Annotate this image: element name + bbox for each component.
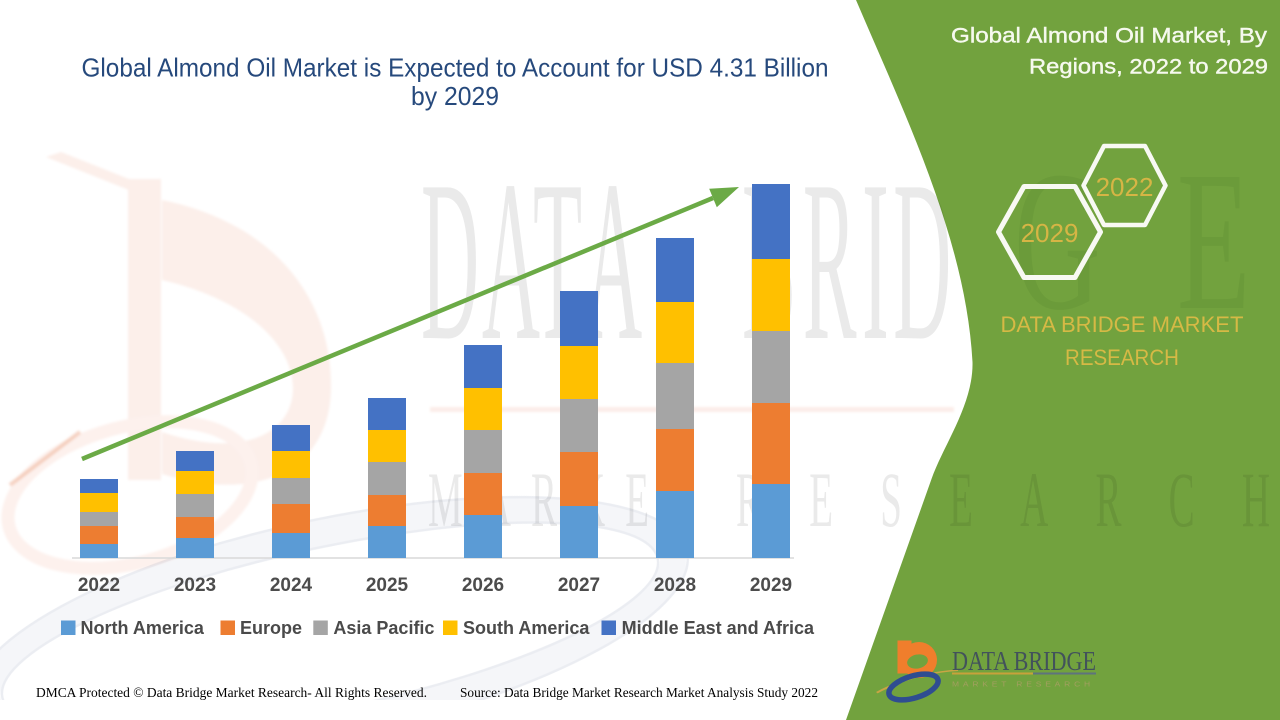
svg-text:2025: 2025 bbox=[366, 575, 409, 596]
svg-text:DMCA Protected © Data Bridge M: DMCA Protected © Data Bridge Market Rese… bbox=[36, 686, 427, 701]
svg-text:Middle East and Africa: Middle East and Africa bbox=[622, 618, 815, 638]
svg-text:2024: 2024 bbox=[270, 575, 313, 596]
svg-text:2029: 2029 bbox=[750, 575, 792, 596]
svg-text:E: E bbox=[1177, 130, 1250, 352]
svg-text:G: G bbox=[1014, 130, 1101, 352]
svg-text:North America: North America bbox=[81, 618, 205, 638]
svg-text:2026: 2026 bbox=[462, 575, 504, 596]
svg-text:Asia Pacific: Asia Pacific bbox=[333, 618, 434, 638]
svg-text:D: D bbox=[893, 134, 951, 389]
svg-text:Global Almond Oil Market is Ex: Global Almond Oil Market is Expected to … bbox=[82, 53, 829, 83]
svg-text:2027: 2027 bbox=[558, 575, 600, 596]
svg-text:Global Almond Oil Market, By: Global Almond Oil Market, By bbox=[951, 24, 1267, 48]
svg-text:Source: Data Bridge Market Res: Source: Data Bridge Market Research Mark… bbox=[460, 686, 818, 701]
svg-text:2022: 2022 bbox=[1096, 172, 1154, 202]
svg-text:DATA BRIDGE: DATA BRIDGE bbox=[952, 646, 1096, 676]
svg-text:Regions, 2022 to 2029: Regions, 2022 to 2029 bbox=[1029, 55, 1268, 79]
svg-text:2023: 2023 bbox=[174, 575, 216, 596]
svg-text:MARKET RESEARCH: MARKET RESEARCH bbox=[952, 680, 1094, 689]
svg-text:2029: 2029 bbox=[1021, 218, 1079, 248]
svg-text:I: I bbox=[862, 134, 889, 389]
svg-text:by 2029: by 2029 bbox=[411, 81, 499, 111]
svg-text:DATA BRIDGE MARKET: DATA BRIDGE MARKET bbox=[1001, 312, 1244, 337]
svg-text:2028: 2028 bbox=[654, 575, 696, 596]
svg-text:2022: 2022 bbox=[78, 575, 120, 596]
svg-text:RESEARCH: RESEARCH bbox=[1065, 345, 1179, 370]
svg-text:South America: South America bbox=[463, 618, 590, 638]
svg-text:Europe: Europe bbox=[240, 618, 302, 638]
svg-text:R: R bbox=[803, 134, 857, 389]
